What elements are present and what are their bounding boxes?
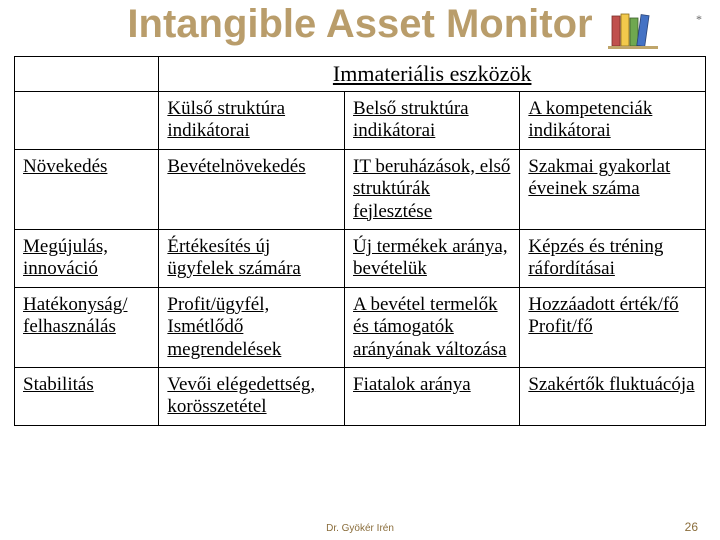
empty-superheader-cell: [15, 57, 159, 92]
row-label: Megújulás, innováció: [15, 229, 159, 287]
footer-author: Dr. Gyökér Irén: [0, 523, 720, 534]
row-label-text: Stabilitás: [23, 374, 94, 395]
table-superheader-row: Immateriális eszközök: [15, 57, 706, 92]
cell-text: Hozzáadott érték/fő Profit/fő: [528, 294, 678, 337]
col-header-external-text: Külső struktúra indikátorai: [167, 98, 285, 141]
empty-header-cell: [15, 91, 159, 149]
cell: Szakértők fluktuácója: [520, 368, 706, 426]
cell-text: Szakmai gyakorlat éveinek száma: [528, 156, 670, 199]
table-header-row: Külső struktúra indikátorai Belső strukt…: [15, 91, 706, 149]
row-label-text: Megújulás, innováció: [23, 236, 108, 279]
cell-text: Bevételnövekedés: [167, 156, 305, 177]
slide: Intangible Asset Monitor * Immateriális …: [0, 0, 720, 540]
cell: Szakmai gyakorlat éveinek száma: [520, 149, 706, 229]
table-row: Stabilitás Vevői elégedettség, korösszet…: [15, 368, 706, 426]
cell: Új termékek aránya, bevételük: [345, 229, 520, 287]
cell: Vevői elégedettség, korösszetétel: [159, 368, 345, 426]
cell-text: Szakértők fluktuácója: [528, 374, 694, 395]
cell: IT beruházások, első struktúrák fejleszt…: [345, 149, 520, 229]
cell: Képzés és tréning ráfordításai: [520, 229, 706, 287]
row-label: Stabilitás: [15, 368, 159, 426]
cell-text: Fiatalok aránya: [353, 374, 471, 395]
table-row: Megújulás, innováció Értékesítés új ügyf…: [15, 229, 706, 287]
col-header-external: Külső struktúra indikátorai: [159, 91, 345, 149]
col-header-competence-text: A kompetenciák indikátorai: [528, 98, 652, 141]
cell-text: A bevétel termelők és támogatók arányána…: [353, 294, 507, 360]
cell: Hozzáadott érték/fő Profit/fő: [520, 287, 706, 367]
asterisk: *: [696, 12, 702, 27]
col-header-competence: A kompetenciák indikátorai: [520, 91, 706, 149]
cell-text: Új termékek aránya, bevételük: [353, 236, 508, 279]
iam-table: Immateriális eszközök Külső struktúra in…: [14, 56, 706, 426]
cell-text: IT beruházások, első struktúrák fejleszt…: [353, 156, 510, 222]
superheader-text: Immateriális eszközök: [333, 61, 532, 86]
footer-page-number: 26: [685, 520, 698, 534]
col-header-internal-text: Belső struktúra indikátorai: [353, 98, 469, 141]
col-header-internal: Belső struktúra indikátorai: [345, 91, 520, 149]
cell: A bevétel termelők és támogatók arányána…: [345, 287, 520, 367]
books-icon: [608, 10, 660, 50]
cell: Bevételnövekedés: [159, 149, 345, 229]
row-label-text: Növekedés: [23, 156, 107, 177]
cell-text: Profit/ügyfél, Ismétlődő megrendelések: [167, 294, 281, 360]
table-row: Növekedés Bevételnövekedés IT beruházáso…: [15, 149, 706, 229]
cell: Fiatalok aránya: [345, 368, 520, 426]
cell-text: Értékesítés új ügyfelek számára: [167, 236, 300, 279]
row-label-text: Hatékonyság/ felhasználás: [23, 294, 127, 337]
cell: Profit/ügyfél, Ismétlődő megrendelések: [159, 287, 345, 367]
cell-text: Képzés és tréning ráfordításai: [528, 236, 663, 279]
row-label: Hatékonyság/ felhasználás: [15, 287, 159, 367]
cell-text: Vevői elégedettség, korösszetétel: [167, 374, 315, 417]
cell: Értékesítés új ügyfelek számára: [159, 229, 345, 287]
table-row: Hatékonyság/ felhasználás Profit/ügyfél,…: [15, 287, 706, 367]
row-label: Növekedés: [15, 149, 159, 229]
superheader-cell: Immateriális eszközök: [159, 57, 706, 92]
